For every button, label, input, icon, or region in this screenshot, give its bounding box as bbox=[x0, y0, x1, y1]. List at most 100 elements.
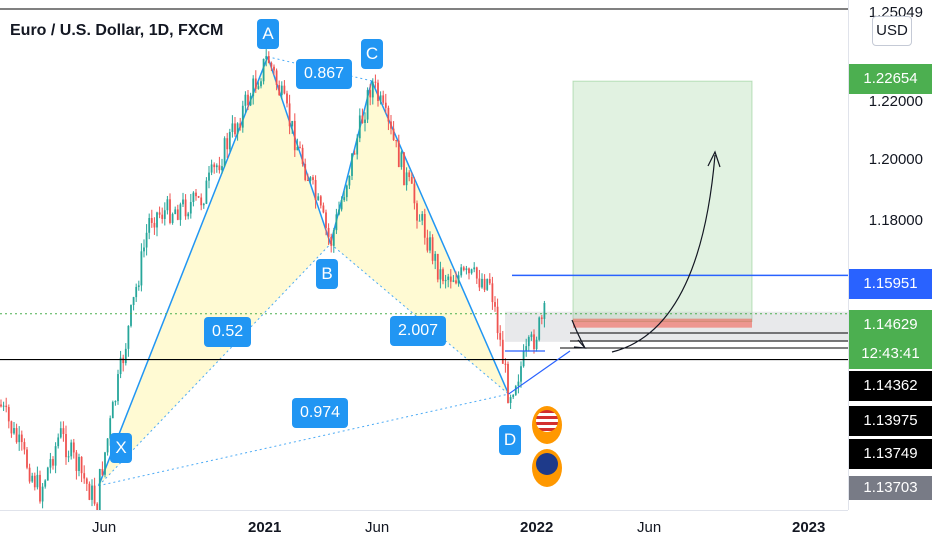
price-candle bbox=[457, 275, 460, 284]
price-candle bbox=[291, 120, 294, 127]
time-tick: 2023 bbox=[792, 519, 826, 536]
price-candle bbox=[293, 120, 296, 151]
price-candle bbox=[358, 115, 361, 139]
price-candle bbox=[78, 456, 80, 471]
time-tick: 2021 bbox=[248, 519, 282, 536]
pattern-triangle-xab bbox=[98, 56, 331, 486]
price-candle bbox=[223, 138, 226, 167]
price-candle bbox=[273, 66, 275, 71]
price-candle bbox=[91, 485, 93, 500]
price-candle bbox=[260, 81, 262, 87]
price-candle bbox=[52, 459, 54, 466]
price-candle bbox=[163, 210, 166, 219]
price-candle bbox=[0, 404, 2, 407]
price-candle bbox=[135, 286, 138, 298]
price-candle bbox=[33, 475, 36, 488]
price-candle bbox=[132, 297, 135, 306]
price-candle bbox=[278, 84, 281, 96]
price-candle bbox=[67, 456, 70, 458]
price-candle bbox=[462, 267, 465, 271]
price-candle bbox=[527, 337, 530, 347]
time-tick: Jun bbox=[92, 519, 117, 536]
time-tick: Jun bbox=[365, 519, 390, 536]
point-label-x: X bbox=[110, 433, 132, 463]
pattern-leg-cd bbox=[371, 80, 510, 395]
price-candle bbox=[36, 474, 39, 488]
price-candle bbox=[335, 214, 338, 231]
price-candle bbox=[239, 123, 242, 128]
price-candle bbox=[179, 204, 182, 220]
price-candle bbox=[231, 123, 234, 133]
price-candle bbox=[351, 153, 353, 176]
price-candle bbox=[543, 302, 546, 319]
price-candle bbox=[366, 90, 369, 120]
price-candle bbox=[228, 132, 231, 150]
price-candle bbox=[119, 357, 122, 375]
price-candle bbox=[221, 166, 223, 171]
price-candle bbox=[257, 86, 260, 89]
price-candle bbox=[483, 278, 486, 290]
price-candle bbox=[62, 428, 65, 435]
price-candle bbox=[218, 165, 221, 171]
price-candle bbox=[249, 96, 252, 106]
price-candle bbox=[7, 407, 10, 422]
price-candle bbox=[234, 123, 236, 135]
price-candle bbox=[332, 230, 335, 246]
price-candle bbox=[267, 56, 270, 63]
price-candle bbox=[205, 180, 208, 204]
price-candle bbox=[130, 305, 132, 326]
pattern-leg-ab bbox=[267, 56, 332, 245]
price-candle bbox=[59, 428, 62, 438]
price-candle bbox=[322, 205, 325, 213]
price-candle bbox=[106, 438, 109, 453]
ratio-label-ac: 0.867 bbox=[296, 59, 353, 89]
price-candle bbox=[57, 437, 60, 447]
price-candle bbox=[44, 480, 47, 487]
price-candle bbox=[408, 172, 411, 177]
price-candle bbox=[288, 103, 291, 127]
price-candle bbox=[361, 115, 364, 123]
price-candle bbox=[241, 105, 244, 128]
price-candle bbox=[330, 236, 333, 246]
price-candle bbox=[143, 247, 145, 252]
price-candle bbox=[364, 119, 366, 123]
price-candle bbox=[254, 78, 257, 89]
price-candle bbox=[449, 276, 452, 282]
price-candle bbox=[390, 121, 392, 129]
price-tick: 1.22000 bbox=[868, 93, 923, 110]
point-label-a: A bbox=[257, 19, 279, 49]
price-candle bbox=[473, 267, 476, 270]
price-candle bbox=[306, 179, 309, 181]
eu-event-icon[interactable] bbox=[532, 449, 562, 487]
price-candle bbox=[176, 209, 179, 220]
price-tick: 1.20000 bbox=[868, 151, 923, 168]
time-tick: Jun bbox=[637, 519, 662, 536]
price-candle bbox=[384, 102, 387, 108]
price-candle bbox=[444, 279, 447, 282]
currency-button[interactable]: USD bbox=[872, 16, 912, 46]
price-candle bbox=[460, 267, 463, 276]
price-tag-resistance: 1.15951 bbox=[849, 269, 932, 299]
price-candle bbox=[436, 253, 439, 280]
price-candle bbox=[137, 285, 140, 287]
price-candle bbox=[244, 94, 247, 106]
price-candle bbox=[114, 401, 117, 403]
price-candle bbox=[392, 128, 395, 141]
price-candle bbox=[210, 164, 213, 173]
price-candle bbox=[10, 421, 13, 434]
price-candle bbox=[387, 107, 390, 122]
price-candle bbox=[481, 278, 483, 288]
price-candle bbox=[39, 474, 41, 502]
projection-arrowhead bbox=[573, 339, 587, 349]
price-candle bbox=[447, 276, 450, 280]
price-candle bbox=[72, 442, 75, 453]
price-candle bbox=[202, 203, 205, 206]
price-candle bbox=[88, 483, 91, 500]
price-candle bbox=[452, 280, 455, 282]
us-event-icon[interactable] bbox=[532, 406, 562, 444]
price-candle bbox=[478, 278, 481, 288]
time-axis[interactable]: Jun 2021 Jun 2022 Jun 2023 bbox=[0, 510, 848, 551]
price-candle bbox=[345, 185, 348, 198]
price-tag-stop: 1.13703 bbox=[849, 476, 932, 500]
price-candle bbox=[101, 469, 104, 475]
